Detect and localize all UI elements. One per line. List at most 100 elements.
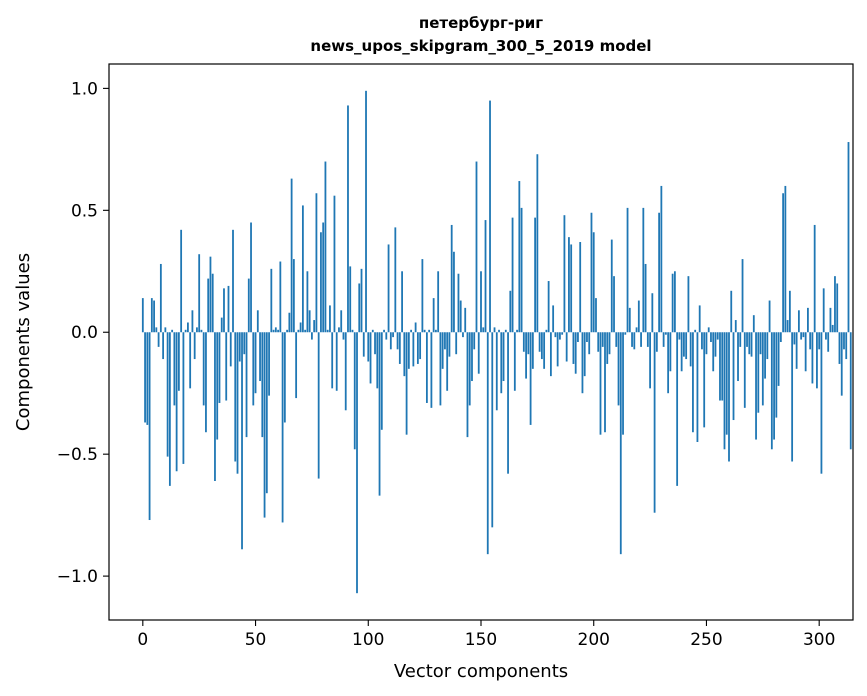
- bar-278: [768, 300, 771, 333]
- bar-63: [283, 332, 286, 423]
- bar-101: [369, 332, 372, 384]
- bar-157: [495, 332, 498, 411]
- bar-271: [752, 315, 755, 333]
- bar-131: [437, 271, 440, 333]
- bar-8: [159, 263, 162, 333]
- bar-0: [141, 298, 144, 333]
- bar-252: [710, 332, 712, 342]
- bar-133: [441, 332, 444, 369]
- bar-125: [423, 329, 426, 333]
- bar-308: [836, 283, 839, 333]
- bar-220: [637, 300, 640, 333]
- bar-191: [572, 332, 575, 364]
- bar-67: [292, 259, 295, 333]
- bar-139: [455, 332, 458, 355]
- bar-168: [520, 207, 523, 333]
- bar-159: [500, 332, 503, 394]
- bar-260: [728, 332, 730, 462]
- bar-295: [807, 307, 809, 333]
- bar-84: [331, 332, 334, 389]
- bar-10: [164, 327, 167, 333]
- bar-240: [683, 332, 685, 357]
- bar-184: [556, 332, 559, 367]
- bar-217: [631, 332, 633, 347]
- bar-176: [538, 332, 541, 352]
- bar-203: [599, 332, 602, 435]
- bar-186: [561, 332, 564, 335]
- bar-255: [716, 332, 719, 340]
- bar-41: [234, 332, 237, 462]
- bar-265: [739, 332, 742, 347]
- bar-218: [633, 332, 636, 350]
- bar-66: [290, 178, 293, 333]
- x-tick-label: 100: [352, 630, 384, 650]
- bar-215: [626, 207, 629, 333]
- bar-258: [723, 332, 726, 450]
- bar-257: [721, 332, 724, 401]
- bar-297: [811, 332, 814, 384]
- bar-71: [301, 205, 304, 333]
- bar-263: [734, 320, 737, 333]
- bar-104: [376, 332, 379, 389]
- bar-178: [543, 332, 546, 369]
- bar-188: [565, 332, 568, 362]
- bar-243: [689, 332, 692, 367]
- bar-52: [259, 332, 261, 382]
- y-tick-label: 0.5: [71, 201, 98, 221]
- bar-233: [667, 332, 670, 394]
- bar-181: [549, 332, 552, 377]
- bar-247: [698, 305, 701, 333]
- bar-22: [191, 310, 194, 333]
- bar-60: [277, 329, 279, 333]
- bar-253: [712, 332, 715, 372]
- bar-82: [326, 329, 329, 333]
- bar-32: [214, 332, 216, 481]
- y-axis-ticks: −1.0 −0.5 0.0 0.5 1.0: [57, 79, 109, 587]
- bar-75: [311, 332, 313, 340]
- bar-296: [809, 332, 812, 350]
- bar-313: [847, 142, 850, 333]
- bar-40: [232, 229, 234, 333]
- y-axis-label: Components values: [13, 253, 34, 431]
- bar-254: [714, 332, 717, 357]
- bar-204: [601, 332, 604, 347]
- bar-288: [791, 332, 794, 462]
- x-tick-label: 50: [245, 630, 267, 650]
- bar-163: [509, 290, 512, 333]
- bar-58: [272, 329, 275, 333]
- bar-201: [595, 298, 597, 333]
- bar-29: [207, 278, 210, 333]
- bar-196: [583, 332, 586, 377]
- bar-19: [184, 329, 187, 333]
- bar-182: [552, 305, 555, 333]
- bar-7: [157, 332, 160, 347]
- bar-285: [784, 185, 787, 333]
- bar-116: [403, 332, 406, 377]
- bar-130: [435, 329, 437, 333]
- bar-57: [270, 268, 273, 333]
- bar-190: [570, 244, 573, 333]
- bar-138: [453, 251, 455, 333]
- bar-51: [256, 310, 259, 333]
- bar-314: [849, 332, 852, 450]
- x-tick-label: 300: [803, 630, 835, 650]
- bar-289: [793, 332, 796, 345]
- bar-111: [392, 332, 394, 338]
- bar-245: [694, 329, 697, 333]
- bar-256: [719, 332, 721, 401]
- bar-166: [516, 329, 518, 333]
- bar-277: [766, 332, 769, 360]
- bar-248: [701, 332, 703, 350]
- bar-91: [347, 105, 349, 333]
- bar-85: [333, 195, 336, 333]
- bar-224: [646, 332, 649, 347]
- bar-118: [407, 332, 410, 369]
- bar-259: [725, 332, 728, 435]
- bar-212: [619, 332, 622, 555]
- bar-235: [671, 273, 674, 333]
- bar-156: [493, 327, 496, 333]
- bar-161: [504, 329, 507, 333]
- bar-136: [448, 332, 451, 357]
- bar-107: [383, 329, 385, 333]
- bar-305: [829, 307, 832, 333]
